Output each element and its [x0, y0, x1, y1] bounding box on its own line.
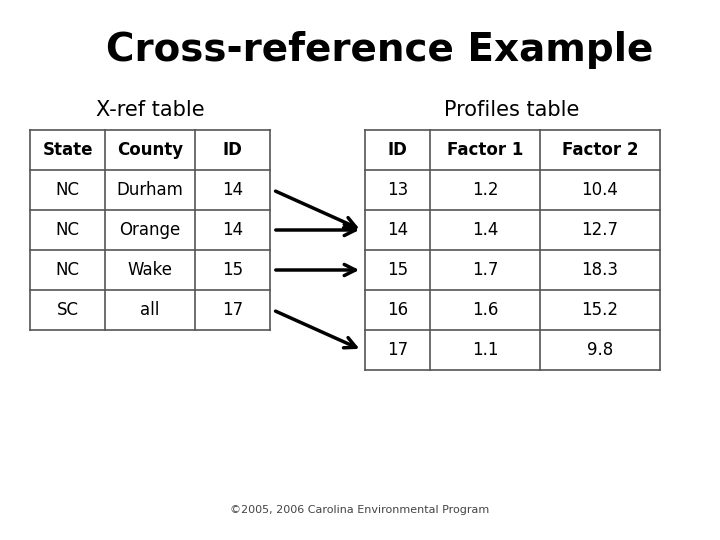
Text: X-ref table: X-ref table — [96, 100, 204, 120]
Text: State: State — [42, 141, 93, 159]
Text: 16: 16 — [387, 301, 408, 319]
Text: Profiles table: Profiles table — [444, 100, 580, 120]
Text: 13: 13 — [387, 181, 408, 199]
Ellipse shape — [10, 10, 710, 530]
Text: Factor 2: Factor 2 — [562, 141, 638, 159]
Text: ID: ID — [222, 141, 243, 159]
Text: Durham: Durham — [117, 181, 184, 199]
Text: 14: 14 — [222, 181, 243, 199]
Text: 1.2: 1.2 — [472, 181, 498, 199]
FancyBboxPatch shape — [712, 0, 720, 540]
Text: 14: 14 — [387, 221, 408, 239]
Text: ID: ID — [387, 141, 408, 159]
Text: ©2005, 2006 Carolina Environmental Program: ©2005, 2006 Carolina Environmental Progr… — [230, 505, 490, 515]
FancyBboxPatch shape — [0, 0, 8, 540]
Text: County: County — [117, 141, 183, 159]
Text: 15: 15 — [222, 261, 243, 279]
Text: 14: 14 — [222, 221, 243, 239]
Text: NC: NC — [55, 221, 79, 239]
Text: Factor 1: Factor 1 — [447, 141, 523, 159]
Text: 15.2: 15.2 — [582, 301, 618, 319]
Text: 1.7: 1.7 — [472, 261, 498, 279]
Text: all: all — [140, 301, 160, 319]
Text: Orange: Orange — [120, 221, 181, 239]
Text: 15: 15 — [387, 261, 408, 279]
Text: Wake: Wake — [127, 261, 173, 279]
Text: 1.1: 1.1 — [472, 341, 498, 359]
Text: 9.8: 9.8 — [587, 341, 613, 359]
Text: SC: SC — [56, 301, 78, 319]
Text: Cross-reference Example: Cross-reference Example — [107, 31, 654, 69]
Text: NC: NC — [55, 181, 79, 199]
Text: 17: 17 — [222, 301, 243, 319]
Text: NC: NC — [55, 261, 79, 279]
Text: 18.3: 18.3 — [582, 261, 618, 279]
Text: 1.4: 1.4 — [472, 221, 498, 239]
Text: 10.4: 10.4 — [582, 181, 618, 199]
Text: 17: 17 — [387, 341, 408, 359]
Text: 1.6: 1.6 — [472, 301, 498, 319]
Text: 12.7: 12.7 — [582, 221, 618, 239]
